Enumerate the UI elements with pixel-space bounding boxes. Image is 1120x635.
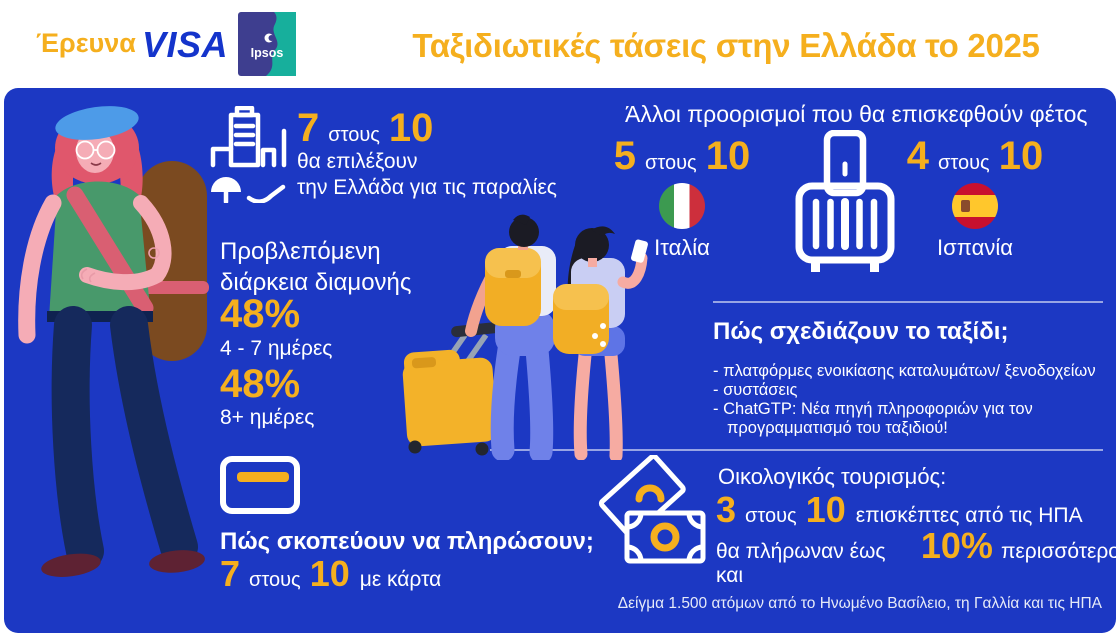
ipsos-logo: Ipsos: [238, 12, 296, 76]
eco-line2-suffix: περισσότερο: [1000, 540, 1120, 563]
payment-heading: Πώς σκοπεύουν να πληρώσουν;: [220, 528, 594, 555]
italy-num2: 10: [705, 134, 751, 178]
building-beach-icon: [210, 106, 287, 203]
beaches-stat: 7 στους 10: [297, 108, 433, 148]
eco-stat-row2: θα πλήρωναν έως και 10% περισσότερο: [716, 528, 1120, 588]
sample-footnote: Δείγμα 1.500 ατόμων από το Ηνωμένο Βασίλ…: [617, 595, 1102, 612]
beaches-num1: 7: [297, 106, 320, 150]
planning-bullet: - ChatGTP: Νέα πηγή πληροφοριών για τον: [713, 400, 1033, 418]
planning-bullet-continuation: προγραμματισμό του ταξιδιού!: [727, 419, 948, 437]
suitcase-icon: [795, 130, 895, 272]
travel-couple-illustration: [402, 214, 648, 460]
payment-connector: στους: [249, 569, 301, 591]
payment-suffix: με κάρτα: [359, 568, 442, 591]
italy-connector: στους: [645, 152, 697, 174]
spain-num1: 4: [906, 134, 930, 178]
card-stripe: [237, 472, 289, 482]
italy-stat: 5 στους 10: [614, 136, 750, 176]
stay-duration-heading: Προβλεπόμενη διάρκεια διαμονής: [220, 238, 412, 296]
eco-line2-prefix: θα πλήρωναν έως και: [716, 540, 886, 587]
separator-bottom: [490, 449, 1103, 451]
destination-italy: 5 στους 10 Ιταλία: [612, 136, 752, 261]
stay-value-2: 48%: [220, 362, 301, 406]
header-bar: Έρευνα VISA Ipsos Ταξιδιωτικές τάσεις στ…: [0, 0, 1120, 88]
beaches-line2: την Ελλάδα για τις παραλίες: [297, 176, 557, 199]
eco-connector: στους: [745, 505, 797, 527]
eco-stat-row1: 3 στους 10 επισκέπτες από τις ΗΠΑ: [716, 492, 1083, 528]
spain-num2: 10: [998, 134, 1044, 178]
ipsos-logo-icon: Ipsos: [238, 12, 296, 76]
stay-label-1: 4 - 7 ημέρες: [220, 337, 333, 360]
beaches-num2: 10: [388, 106, 434, 150]
payment-num1: 7: [220, 553, 241, 594]
backpacker-woman-illustration: [18, 106, 209, 577]
money-banknotes-icon: [598, 455, 706, 564]
destination-spain: 4 στους 10 Ισπανία: [905, 136, 1045, 261]
payment-stat: 7 στους 10 με κάρτα: [220, 556, 441, 592]
italy-num1: 5: [613, 134, 637, 178]
stay-label-2: 8+ ημέρες: [220, 406, 315, 429]
page-title: Ταξιδιωτικές τάσεις στην Ελλάδα το 2025: [412, 27, 1040, 64]
separator-top: [713, 301, 1103, 303]
visa-logo: VISA: [142, 24, 229, 65]
credit-card-icon: [220, 456, 300, 514]
eco-num1: 3: [716, 489, 737, 530]
destinations-heading: Άλλοι προορισμοί που θα επισκεφθούν φέτο…: [625, 101, 1088, 127]
planning-bullet: - συστάσεις: [713, 381, 798, 399]
spain-connector: στους: [938, 152, 990, 174]
spain-stat: 4 στους 10: [907, 136, 1043, 176]
spain-label: Ισπανία: [937, 235, 1013, 260]
planning-list: - πλατφόρμες ενοικίασης καταλυμάτων/ ξεν…: [713, 362, 1113, 438]
spain-emblem: [961, 200, 970, 212]
payment-num2: 10: [309, 553, 350, 594]
stay-value-1: 48%: [220, 292, 301, 336]
planning-bullet: - πλατφόρμες ενοικίασης καταλυμάτων/ ξεν…: [713, 362, 1096, 380]
ipsos-wordmark: Ipsos: [251, 46, 284, 60]
italy-flag-icon: [659, 183, 705, 229]
eco-line1-suffix: επισκέπτες από τις ΗΠΑ: [855, 504, 1083, 527]
beaches-line1: θα επιλέξουν: [297, 150, 418, 173]
beaches-connector: στους: [328, 124, 380, 146]
spain-flag-icon: [952, 183, 998, 229]
eco-pct: 10%: [920, 525, 993, 566]
planning-heading: Πώς σχεδιάζουν το ταξίδι;: [713, 318, 1009, 345]
italy-label: Ιταλία: [654, 235, 710, 260]
survey-label: Έρευνα: [36, 28, 136, 58]
eco-num2: 10: [805, 489, 846, 530]
eco-heading: Οικολογικός τουρισμός:: [718, 464, 947, 489]
